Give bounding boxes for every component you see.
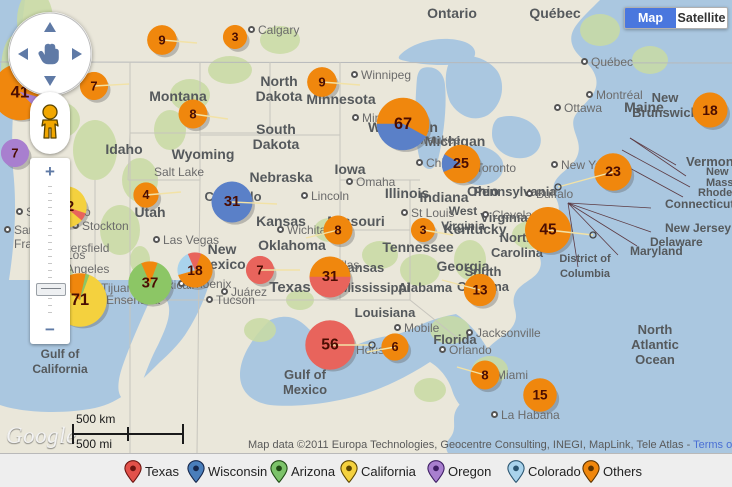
svg-text:25: 25 [453, 156, 469, 172]
svg-text:6: 6 [391, 340, 398, 354]
svg-text:3: 3 [420, 223, 427, 237]
svg-text:18: 18 [187, 262, 203, 278]
svg-text:4: 4 [143, 188, 150, 202]
svg-text:9: 9 [158, 33, 165, 48]
svg-text:8: 8 [189, 107, 196, 122]
svg-text:7: 7 [256, 263, 263, 278]
svg-text:23: 23 [605, 164, 621, 180]
svg-text:37: 37 [142, 275, 159, 292]
svg-text:3: 3 [232, 30, 239, 44]
svg-text:71: 71 [71, 291, 89, 309]
svg-text:8: 8 [334, 223, 341, 238]
svg-text:8: 8 [481, 368, 488, 383]
svg-text:15: 15 [532, 388, 548, 403]
svg-text:31: 31 [224, 194, 240, 210]
svg-text:18: 18 [702, 102, 718, 118]
svg-text:13: 13 [472, 283, 488, 298]
svg-text:45: 45 [539, 222, 557, 239]
svg-text:56: 56 [321, 337, 339, 354]
svg-text:67: 67 [394, 115, 412, 133]
svg-text:7: 7 [11, 146, 18, 161]
svg-text:9: 9 [318, 75, 325, 90]
svg-text:31: 31 [322, 269, 338, 285]
